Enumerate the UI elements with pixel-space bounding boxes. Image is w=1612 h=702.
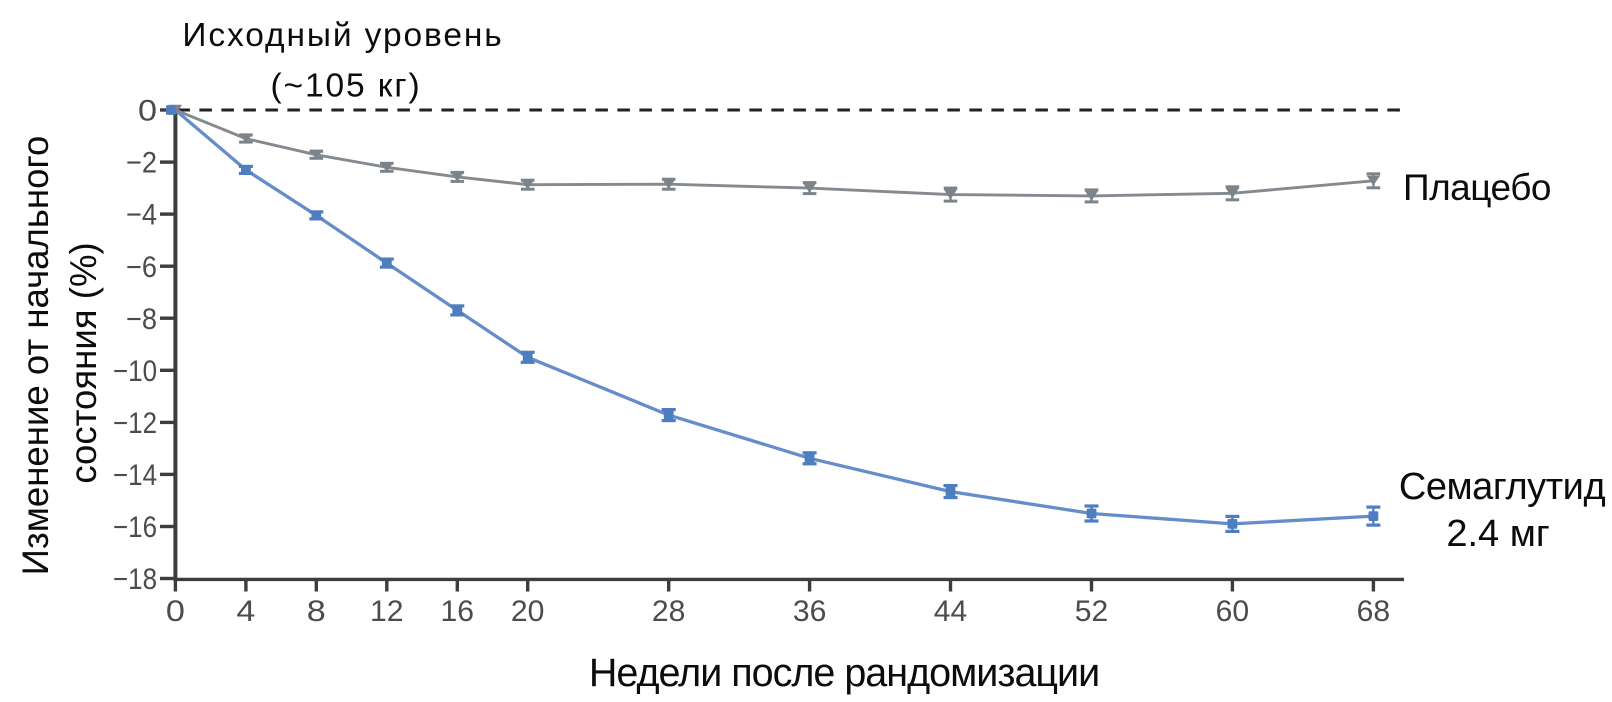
svg-text:60: 60 <box>1216 595 1250 628</box>
svg-text:(~105 кг): (~105 кг) <box>270 68 421 105</box>
svg-text:2.4 мг: 2.4 мг <box>1446 513 1549 555</box>
svg-text:20: 20 <box>511 595 545 628</box>
svg-text:0: 0 <box>166 595 185 628</box>
svg-text:12: 12 <box>370 595 404 628</box>
svg-text:−2: −2 <box>126 147 157 180</box>
svg-text:36: 36 <box>793 595 827 628</box>
svg-text:−10: −10 <box>113 355 157 388</box>
svg-text:−8: −8 <box>126 303 157 336</box>
svg-text:Исходный уровень: Исходный уровень <box>182 17 503 54</box>
svg-text:−6: −6 <box>126 251 157 284</box>
svg-text:52: 52 <box>1075 595 1109 628</box>
svg-text:Недели после рандомизации: Недели после рандомизации <box>589 651 1099 695</box>
svg-text:Изменение от начального: Изменение от начального <box>15 136 56 576</box>
svg-text:−18: −18 <box>113 563 157 596</box>
svg-text:Плацебо: Плацебо <box>1403 167 1551 208</box>
svg-text:68: 68 <box>1357 595 1391 628</box>
svg-text:16: 16 <box>441 595 475 628</box>
svg-text:44: 44 <box>934 595 968 628</box>
svg-text:4: 4 <box>236 595 255 628</box>
svg-text:28: 28 <box>652 595 686 628</box>
svg-text:−4: −4 <box>126 199 157 232</box>
svg-text:−12: −12 <box>113 407 157 440</box>
svg-text:−14: −14 <box>113 459 157 492</box>
svg-text:−16: −16 <box>113 511 157 544</box>
svg-text:0: 0 <box>138 95 157 128</box>
svg-text:состояния (%): состояния (%) <box>63 242 104 483</box>
svg-text:Семаглутид: Семаглутид <box>1399 466 1606 508</box>
svg-text:8: 8 <box>307 595 326 628</box>
